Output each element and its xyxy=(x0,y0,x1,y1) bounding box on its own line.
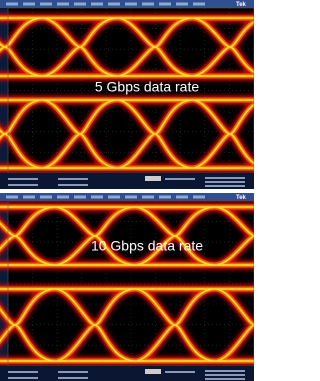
menu-item xyxy=(6,3,18,6)
status-text xyxy=(8,371,38,373)
status-text xyxy=(58,184,88,186)
status-badge xyxy=(145,176,161,181)
brand: Tek xyxy=(236,195,247,201)
menu-item xyxy=(159,3,171,6)
status-badge xyxy=(145,369,161,374)
status-text xyxy=(58,377,88,379)
status-text xyxy=(205,374,245,376)
screen xyxy=(0,201,254,366)
menu-item xyxy=(108,196,120,199)
rate-label: 10 Gbps data rate xyxy=(91,238,203,254)
brand: Tek xyxy=(236,2,247,8)
menu-item xyxy=(193,3,205,6)
menu-item xyxy=(57,196,69,199)
status-text xyxy=(8,184,38,186)
status-text xyxy=(205,370,245,372)
menu-item xyxy=(40,3,52,6)
menu-item xyxy=(176,3,188,6)
menu-item xyxy=(142,196,154,199)
status-text xyxy=(8,178,38,180)
menu-item xyxy=(23,196,35,199)
status-text xyxy=(205,177,245,179)
scope-screenshots: Tek 5 Gbps data rate Tek 10 Gbps data rate xyxy=(0,0,254,381)
menu-item xyxy=(57,3,69,6)
status-text xyxy=(58,371,88,373)
menu-item xyxy=(125,3,137,6)
status-text xyxy=(205,181,245,183)
status-text xyxy=(205,185,245,187)
status-text xyxy=(165,371,195,373)
menu-item xyxy=(6,196,18,199)
menu-item xyxy=(74,196,86,199)
menu-item xyxy=(193,196,205,199)
menu-item xyxy=(91,3,103,6)
status-text xyxy=(8,377,38,379)
menu-item xyxy=(74,3,86,6)
menu-item xyxy=(91,196,103,199)
left-strip xyxy=(0,8,8,173)
menu-item xyxy=(142,3,154,6)
page: Tek 5 Gbps data rate Tek 10 Gbps data rate… xyxy=(0,0,254,381)
menu-item xyxy=(108,3,120,6)
menu-item xyxy=(125,196,137,199)
panel: Tek 5 Gbps data rate xyxy=(0,0,254,189)
menu-item xyxy=(159,196,171,199)
panel: Tek 10 Gbps data rate xyxy=(0,193,254,381)
menu-item xyxy=(176,196,188,199)
menu-item xyxy=(40,196,52,199)
status-text xyxy=(58,178,88,180)
rate-label: 5 Gbps data rate xyxy=(95,79,200,95)
status-text xyxy=(205,378,245,380)
menu-item xyxy=(23,3,35,6)
status-text xyxy=(165,178,195,180)
